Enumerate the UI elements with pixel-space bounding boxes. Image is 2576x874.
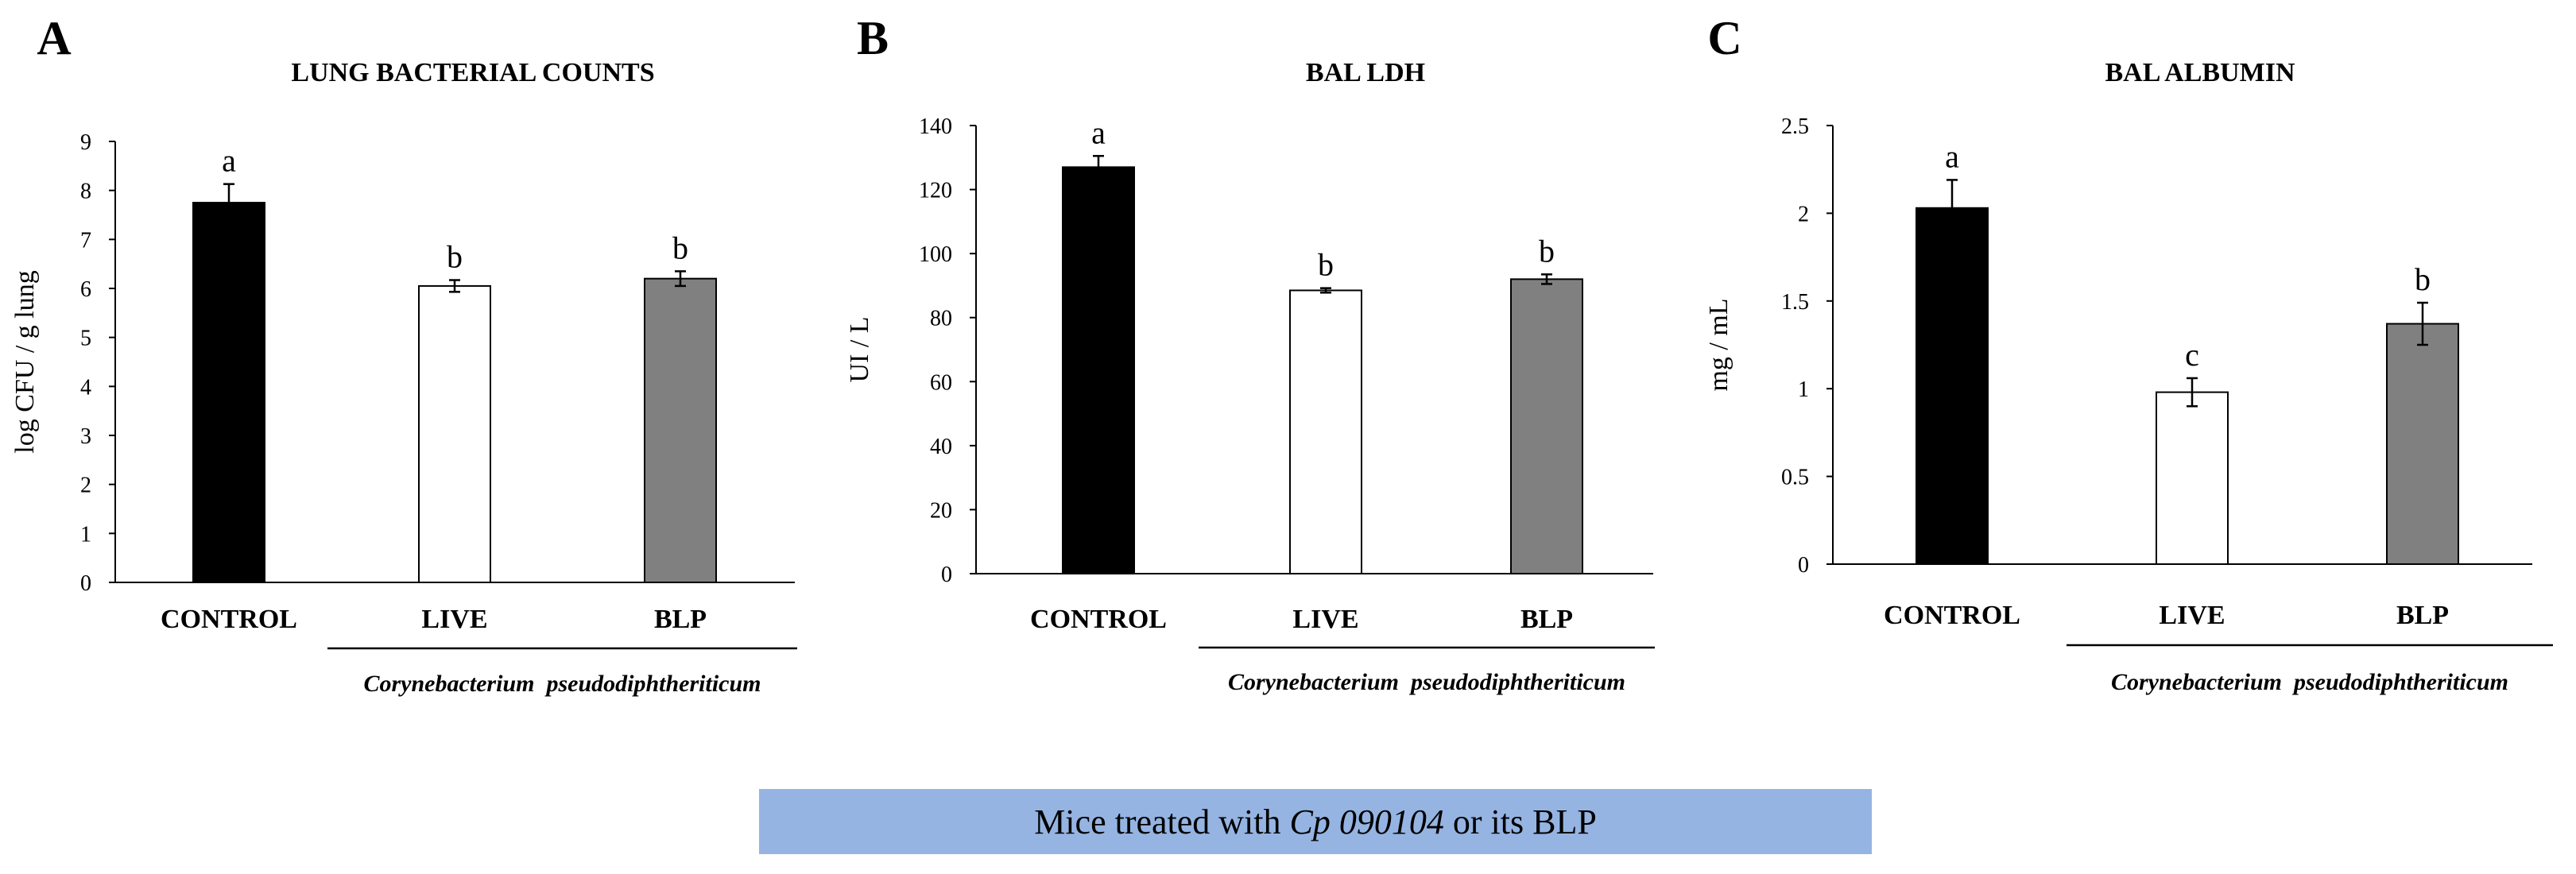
group-label: Corynebacterium pseudodiphtheriticum — [2111, 669, 2508, 695]
y-tick-label: 1.5 — [1781, 290, 1809, 315]
bar-control — [192, 202, 265, 583]
significance-letter: a — [1945, 138, 1959, 174]
category-label: BLP — [654, 605, 707, 634]
bar-control — [1062, 166, 1135, 574]
y-tick-label: 1 — [1798, 377, 1809, 402]
category-label: CONTROL — [1884, 601, 2020, 630]
bar-blp — [1510, 278, 1583, 574]
y-tick-label: 3 — [80, 424, 91, 449]
category-label: LIVE — [421, 605, 487, 634]
y-axis-label: log CFU / g lung — [10, 270, 40, 453]
category-label: BLP — [2396, 601, 2449, 630]
treatment-banner: Mice treated with Cp 090104 or its BLP — [759, 789, 1872, 854]
chart-title: BAL ALBUMIN — [2105, 58, 2295, 87]
y-tick-label: 60 — [930, 370, 952, 395]
y-tick-label: 5 — [80, 327, 91, 351]
y-tick-label: 100 — [919, 242, 952, 267]
significance-letter: a — [222, 143, 236, 179]
y-tick-label: 20 — [930, 498, 952, 523]
y-tick-label: 120 — [919, 179, 952, 203]
y-tick-label: 1 — [80, 522, 91, 547]
y-tick-label: 0 — [941, 563, 952, 587]
banner-prefix: Mice treated with — [1034, 802, 1290, 841]
y-tick-label: 7 — [80, 228, 91, 253]
significance-letter: b — [2415, 261, 2431, 297]
chart-panel-b: B BAL LDH UI / L 0 20 40 60 80 100 120 140 a CONTROL… — [845, 12, 1655, 695]
y-tick-label: 8 — [80, 180, 91, 204]
chart-title: LUNG BACTERIAL COUNTS — [291, 58, 654, 87]
y-tick-label: 80 — [930, 307, 952, 331]
y-tick-label: 0 — [1798, 553, 1809, 578]
bar-control — [1916, 207, 1989, 565]
y-tick-label: 2 — [1798, 202, 1809, 226]
group-label: Corynebacterium pseudodiphtheriticum — [1228, 669, 1625, 695]
y-tick-label: 2.5 — [1781, 114, 1809, 139]
y-tick-label: 2 — [80, 474, 91, 498]
bar-live — [1289, 289, 1362, 574]
y-axis-label: mg / mL — [1704, 298, 1733, 391]
chart-title: BAL LDH — [1306, 58, 1425, 87]
banner-suffix: or its BLP — [1443, 802, 1597, 841]
y-axis-label: UI / L — [845, 316, 874, 382]
y-tick-label: 0.5 — [1781, 466, 1809, 490]
banner-italic-strain: Cp 090104 — [1289, 802, 1444, 841]
y-tick-label: 140 — [919, 114, 952, 139]
significance-letter: b — [447, 239, 463, 275]
y-tick-label: 0 — [80, 571, 91, 596]
significance-letter: a — [1091, 114, 1106, 150]
chart-panel-c: C BAL ALBUMIN mg / mL 0 0.5 1 1.5 2 2.5 a CONTROL c… — [1704, 12, 2553, 695]
bar-blp — [644, 277, 717, 583]
panel-letter: B — [857, 12, 889, 64]
bar-live — [2156, 391, 2229, 565]
significance-letter: b — [672, 230, 688, 265]
category-label: LIVE — [2159, 601, 2225, 630]
chart-panel-a: A LUNG BACTERIAL COUNTS log CFU / g lung 0 1… — [10, 12, 797, 697]
group-label: Corynebacterium pseudodiphtheriticum — [363, 671, 761, 697]
significance-letter: b — [1318, 247, 1334, 283]
category-label: LIVE — [1292, 605, 1358, 634]
bar-blp — [2386, 323, 2459, 565]
y-tick-label: 6 — [80, 277, 91, 302]
category-label: BLP — [1520, 605, 1573, 634]
significance-letter: b — [1539, 233, 1555, 269]
y-tick-label: 4 — [80, 375, 91, 400]
y-tick-label: 40 — [930, 435, 952, 459]
category-label: CONTROL — [1030, 605, 1167, 634]
panel-letter: C — [1707, 12, 1741, 64]
significance-letter: c — [2185, 337, 2199, 373]
panel-letter: A — [37, 12, 71, 64]
y-tick-label: 9 — [80, 130, 91, 155]
category-label: CONTROL — [161, 605, 297, 634]
bar-live — [418, 284, 491, 583]
